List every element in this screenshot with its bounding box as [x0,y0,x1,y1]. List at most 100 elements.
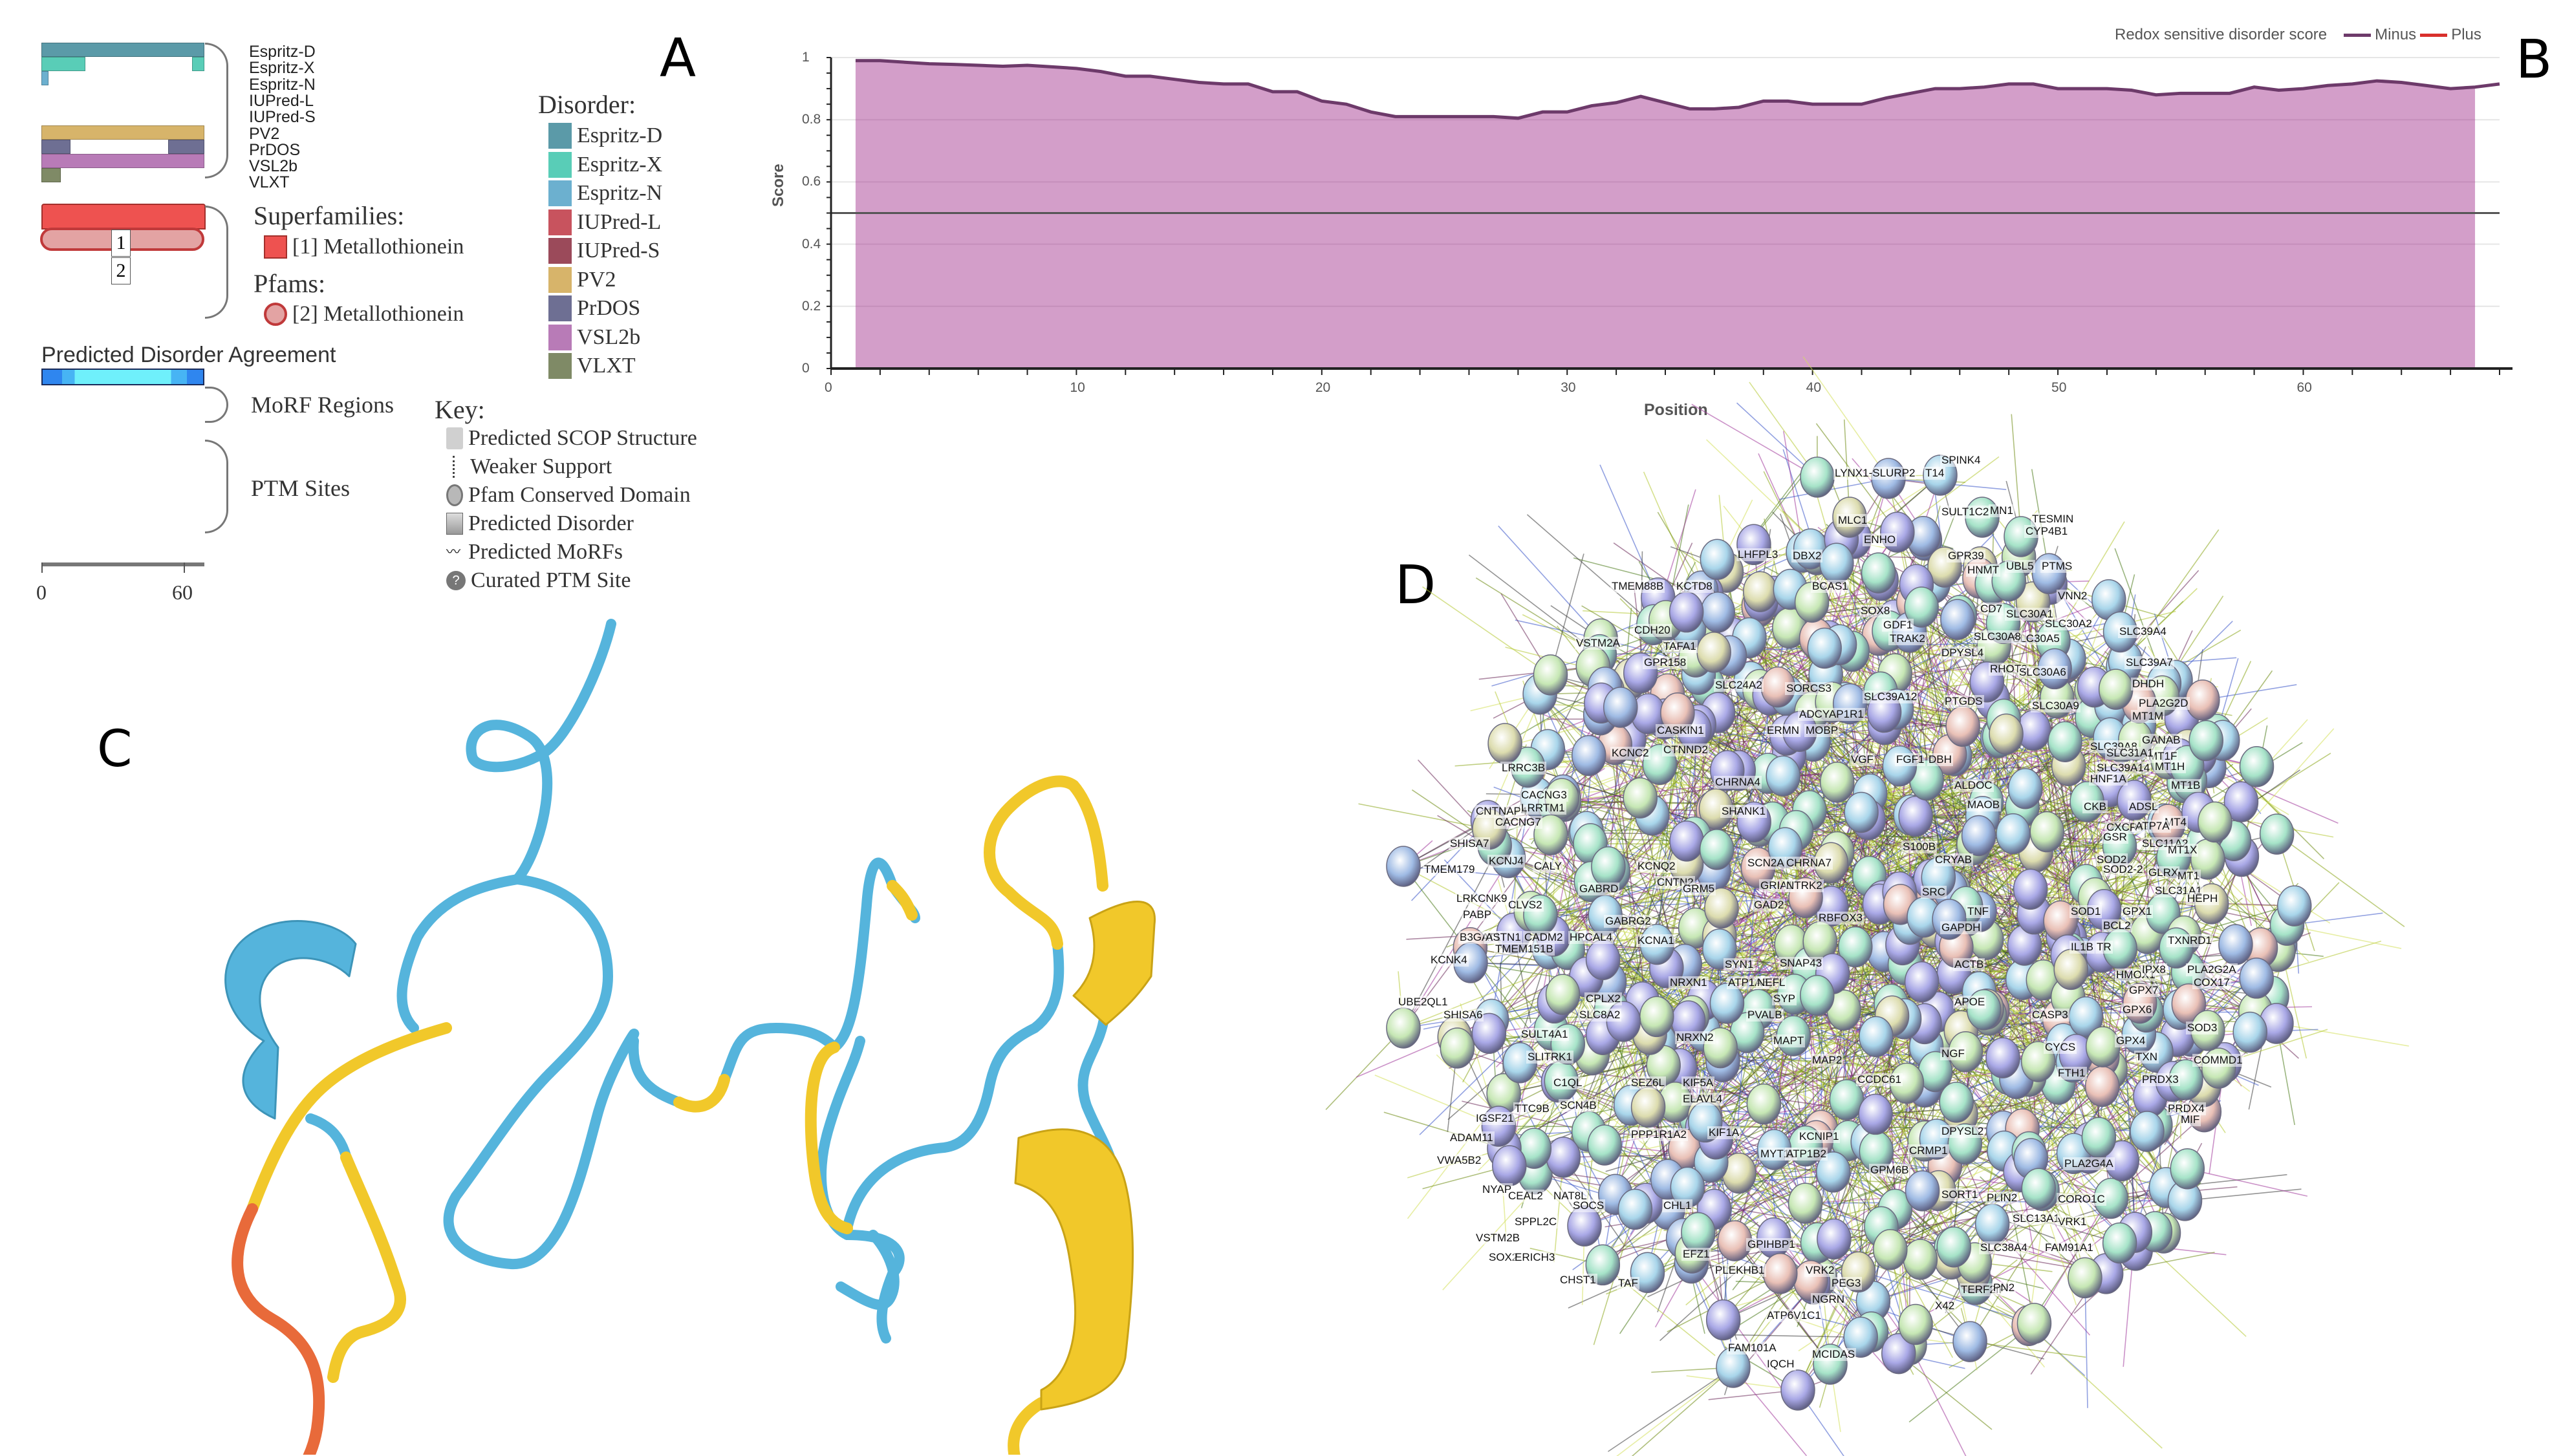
network-node-label[interactable]: RBFOX3 [1817,912,1864,925]
network-node-label[interactable]: GDF1 [1882,619,1914,632]
network-node-label[interactable]: FGF1 [1895,753,1926,766]
network-node-label[interactable]: LRRTM1 [1520,802,1566,815]
network-node-label[interactable]: CACNG7 [1494,816,1542,829]
network-node-label[interactable]: MLC1 [1837,514,1869,527]
network-node-label[interactable]: SLC30A5 [2011,632,2061,645]
network-node-label[interactable]: KCNJ4 [1487,855,1525,868]
network-node-label[interactable]: GABRG2 [1604,915,1652,928]
network-node-label[interactable]: ADCYAP1R1 [1798,708,1865,721]
network-node-label[interactable]: KCNK4 [1429,954,1469,967]
network-node-label[interactable]: SLC30A1 [2005,608,2055,621]
network-node-label[interactable]: MIF [2179,1113,2201,1126]
network-node-label[interactable]: SCN4B [1559,1099,1598,1112]
network-node-label[interactable]: GAD2 [1753,899,1786,912]
network-node-label[interactable]: IPX8 [2141,963,2167,976]
network-node-label[interactable]: PLA2G2D [2137,697,2190,710]
network-node-label[interactable]: MAOB [1966,798,2002,811]
network-node-label[interactable]: CASKIN1 [1656,724,1705,737]
network-node-label[interactable]: KCNIP1 [1798,1130,1841,1143]
track-bar-prdos[interactable] [168,140,204,154]
network-node-label[interactable]: SYN1 [1724,958,1755,971]
network-node-label[interactable]: MAP2 [1811,1054,1844,1067]
network-node-label[interactable]: SORT1 [1940,1188,1980,1201]
network-node-label[interactable]: X42 [1934,1300,1956,1312]
network-node-label[interactable]: LRKCNK9 [1455,892,1509,905]
network-node-label[interactable]: CKB [2082,800,2108,813]
network-node-label[interactable]: UBL5 [2005,560,2035,573]
network-node-label[interactable]: IL1B [2069,941,2095,954]
network-node-label[interactable]: KIF5A [1681,1076,1715,1089]
network-node-label[interactable]: PRDX3 [2141,1073,2180,1086]
network-node-label[interactable]: S100B [1901,840,1938,853]
network-node-label[interactable]: CTNND2 [1662,744,1709,756]
network-node-label[interactable]: DBH [1927,753,1953,766]
network-node-label[interactable]: CRMP1 [1908,1144,1949,1157]
network-node-label[interactable]: TR [2095,941,2113,954]
network-node-label[interactable]: SPINK4 [1940,454,1982,467]
network-node-label[interactable]: APOE [1953,996,1987,1009]
network-node-label[interactable]: MOBP [1804,724,1840,737]
network-node-label[interactable]: CLVS2 [1507,899,1544,912]
network-node-label[interactable]: GRM5 [1681,883,1716,895]
network-node-label[interactable]: NEFL [1756,976,1787,989]
network-node-label[interactable]: KIF1A [1707,1126,1741,1139]
network-node-label[interactable]: TTC9B [1513,1102,1551,1115]
network-node-label[interactable]: T14 [1924,467,1946,480]
network-node-label[interactable]: ADAM11 [1449,1131,1495,1144]
network-node-label[interactable]: CASP3 [2031,1009,2069,1022]
network-node-label[interactable]: SLC30A6 [2018,666,2068,679]
network-node-label[interactable]: MT1X [2167,844,2199,857]
network-node-label[interactable]: ACTB [1953,958,1985,971]
network-node-label[interactable]: TMEM151B [1494,943,1555,956]
network-node-label[interactable]: MCIDAS [1811,1348,1857,1361]
network-node-label[interactable]: SRC [1921,886,1947,899]
network-node-label[interactable]: CHRNA7 [1785,857,1833,870]
network-node-label[interactable]: CHRNA4 [1714,776,1762,789]
network-node-label[interactable]: VRK1 [2057,1215,2088,1228]
network-node-label[interactable]: SOCS [1572,1199,1606,1212]
network-node-label[interactable]: ATP6V1C1 [1766,1309,1822,1322]
network-node-label[interactable]: CADM2 [1523,931,1564,944]
network-node-label[interactable]: MN1 [1989,504,2015,517]
network-node-label[interactable]: SHISA6 [1442,1009,1484,1022]
network-node-label[interactable]: SLC30A8 [1972,630,2022,643]
network-node-label[interactable]: TRAK2 [1888,632,1927,645]
network-node-label[interactable]: CYCS [2044,1041,2077,1054]
network-node-label[interactable]: SLC24A2 [1714,679,1764,692]
network-node-label[interactable]: SOD3 [2186,1022,2219,1034]
network-node-label[interactable]: FTH1 [2057,1067,2087,1080]
domain-marker-1[interactable]: 1 [111,230,131,257]
network-node-label[interactable]: SLC39A7 [2124,656,2174,669]
network-node-label[interactable]: GPR158 [1643,656,1688,669]
network-node-label[interactable]: TAF [1617,1277,1639,1290]
network-node-label[interactable]: ASTN1 [1484,931,1522,944]
network-node-label[interactable]: TESMIN [2031,513,2075,526]
network-node-label[interactable]: LHFPL3 [1736,548,1780,561]
network-node-label[interactable]: NYAP [1481,1183,1513,1196]
network-node-label[interactable]: KCTD8 [1675,580,1714,593]
network-node-label[interactable]: GANAB [2141,734,2182,747]
network-node-label[interactable]: CYP4B1 [2024,525,2069,538]
network-node-label[interactable]: SYP [1772,992,1797,1005]
network-node-label[interactable]: SLC31A1 [2105,747,2155,760]
network-node-label[interactable]: SLC13A1 [2011,1212,2061,1225]
track-bar-espritz-x[interactable] [41,57,85,71]
network-node-label[interactable]: SHANK1 [1720,805,1767,818]
network-node-label[interactable]: MT1 [2176,870,2201,883]
network-node-label[interactable]: CRYAB [1934,853,1974,866]
network-node-label[interactable]: LRRC3B [1500,762,1547,775]
network-node-label[interactable]: ERICH3 [1513,1251,1557,1264]
network-node-label[interactable]: GPX6 [2121,1003,2154,1016]
network-node-label[interactable]: CD7 [1979,603,2004,616]
network-node-label[interactable]: CPLX2 [1584,992,1622,1005]
network-node-label[interactable]: MT1B [2170,779,2202,792]
network-node-label[interactable]: SULT1C2 [1940,506,1991,519]
network-node-label[interactable]: VSTM2B [1475,1232,1522,1245]
network-node-label[interactable]: GPR39 [1947,550,1985,562]
network-node-label[interactable]: DPYSL2 [1940,1125,1985,1138]
network-node-label[interactable]: SNAP43 [1778,957,1824,970]
network-node-label[interactable]: GSR [2102,831,2128,844]
network-node-label[interactable]: C1QL [1552,1076,1584,1089]
network-node-label[interactable]: SLC8A2 [1578,1009,1622,1022]
network-node-label[interactable]: PRDX4 [2167,1102,2206,1115]
